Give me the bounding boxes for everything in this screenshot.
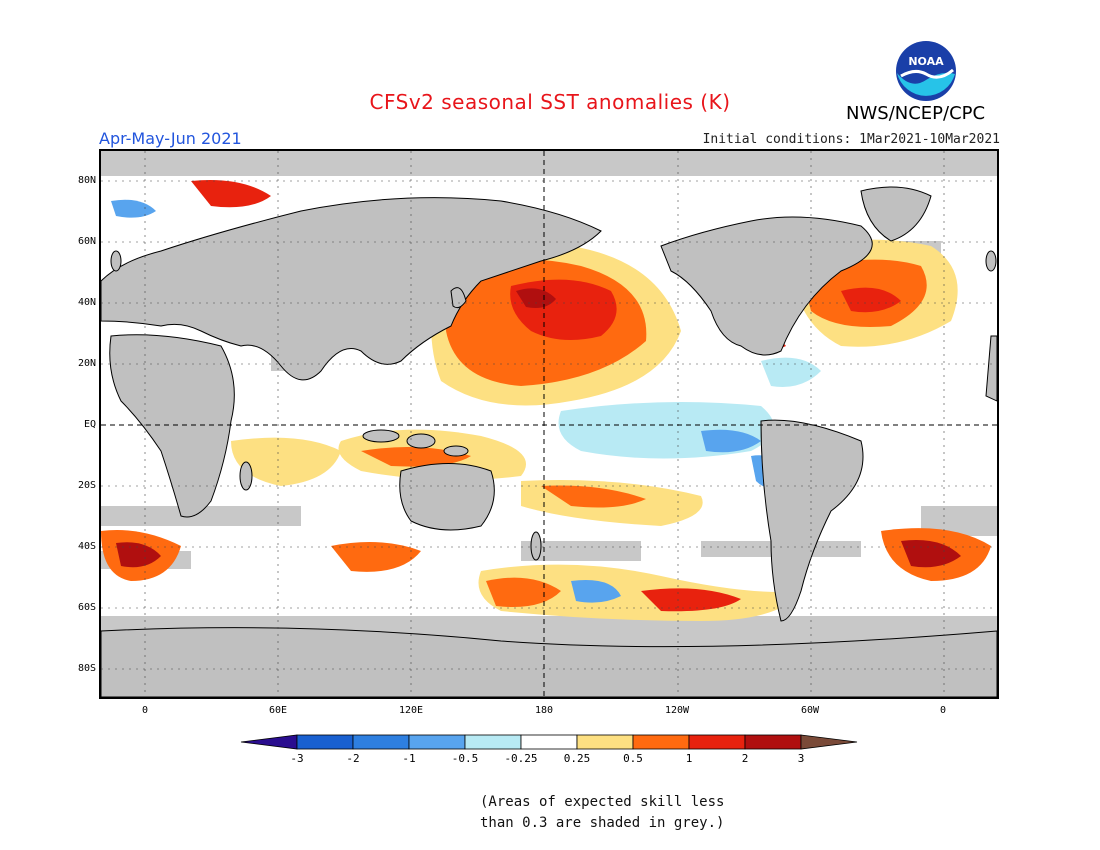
- lat-label-60s: 60S: [77, 602, 96, 613]
- colorbar-label: 3: [797, 752, 805, 765]
- lat-label-40n: 40N: [77, 297, 96, 308]
- lon-label-120w: 120W: [664, 705, 690, 716]
- skill-note: (Areas of expected skill less than 0.3 a…: [480, 792, 724, 834]
- noaa-logo-text: NOAA: [908, 55, 944, 68]
- lon-label-0-east: 0: [939, 705, 947, 716]
- noaa-logo: NOAA: [896, 41, 956, 101]
- colorbar-swatch: [688, 734, 746, 750]
- colorbar-swatch: [352, 734, 410, 750]
- colorbar-swatch: [520, 734, 578, 750]
- skill-note-line: than 0.3 are shaded in grey.): [480, 815, 725, 831]
- colorbar-swatch: [632, 734, 690, 750]
- lat-label-eq: EQ: [83, 419, 96, 430]
- colorbar-swatch: [576, 734, 634, 750]
- lon-label-60w: 60W: [800, 705, 820, 716]
- colorbar-swatch: [240, 734, 298, 750]
- colorbar-label: 1: [685, 752, 693, 765]
- season-label: Apr-May-Jun 2021: [99, 129, 242, 148]
- graticule: [101, 151, 997, 697]
- map-canvas: [101, 151, 997, 697]
- sst-anomaly-map: [99, 149, 999, 699]
- colorbar-label: -3: [290, 752, 304, 765]
- colorbar-label: -0.25: [504, 752, 538, 765]
- colorbar-label: 0.25: [563, 752, 591, 765]
- land-masses: [101, 186, 997, 697]
- lon-label-120e: 120E: [398, 705, 424, 716]
- colorbar: [240, 734, 858, 750]
- colorbar-label: 2: [741, 752, 749, 765]
- lon-label-0: 0: [141, 705, 149, 716]
- lat-label-60n: 60N: [77, 236, 96, 247]
- colorbar-label: 0.5: [623, 752, 643, 765]
- colorbar-swatch: [800, 734, 858, 750]
- skill-note-line: (Areas of expected skill less: [480, 794, 725, 810]
- lon-label-60e: 60E: [268, 705, 288, 716]
- colorbar-label: -2: [346, 752, 360, 765]
- sst-anomaly-fields: [101, 180, 991, 621]
- lat-label-80s: 80S: [77, 663, 96, 674]
- colorbar-swatch: [296, 734, 354, 750]
- colorbar-swatch: [408, 734, 466, 750]
- map-title: CFSv2 seasonal SST anomalies (K): [369, 90, 731, 114]
- lon-label-180: 180: [534, 705, 554, 716]
- colorbar-swatch: [744, 734, 802, 750]
- agency-label: NWS/NCEP/CPC: [846, 103, 986, 124]
- colorbar-swatch: [464, 734, 522, 750]
- reference-lines: [101, 151, 997, 697]
- colorbar-label: -0.5: [451, 752, 479, 765]
- lat-label-40s: 40S: [77, 541, 96, 552]
- initial-conditions: Initial conditions: 1Mar2021-10Mar2021: [702, 132, 1000, 147]
- colorbar-label: -1: [402, 752, 416, 765]
- lat-label-80n: 80N: [77, 175, 96, 186]
- lat-label-20s: 20S: [77, 480, 96, 491]
- lat-label-20n: 20N: [77, 358, 96, 369]
